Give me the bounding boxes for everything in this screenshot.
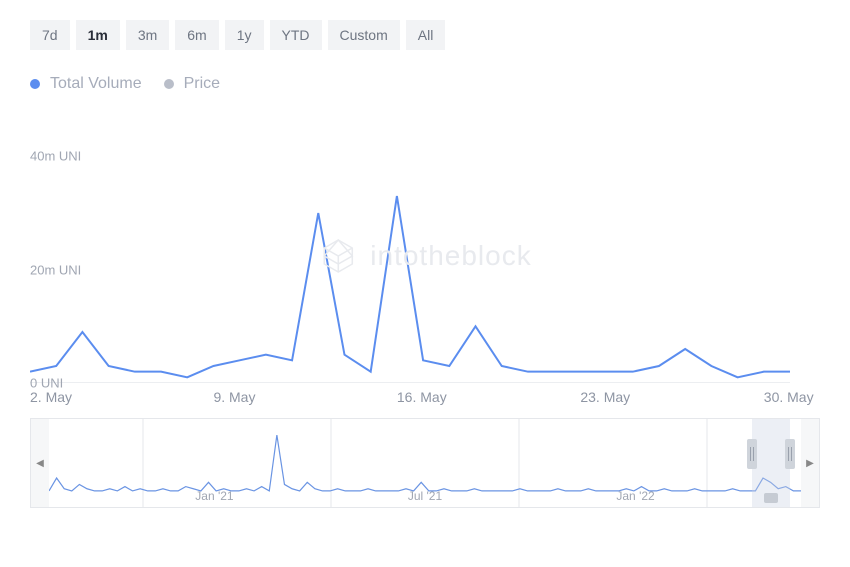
y-axis-label: 40m UNI bbox=[30, 149, 34, 164]
nav-arrow-right[interactable]: ▶ bbox=[801, 419, 819, 507]
navigator-label: Jan '21 bbox=[195, 489, 233, 503]
nav-arrow-left[interactable]: ◀ bbox=[31, 419, 49, 507]
legend-label: Total Volume bbox=[50, 75, 142, 93]
navigator-body[interactable]: Jan '21 Jul '21 Jan '22 bbox=[49, 419, 801, 507]
y-axis-label: 0 UNI bbox=[30, 376, 34, 391]
navigator-label: Jul '21 bbox=[408, 489, 442, 503]
range-btn-1y[interactable]: 1y bbox=[225, 20, 264, 50]
navigator-handle-start[interactable] bbox=[747, 439, 757, 469]
x-axis-label: 16. May bbox=[397, 389, 447, 405]
range-btn-3m[interactable]: 3m bbox=[126, 20, 169, 50]
x-axis-label: 30. May bbox=[764, 389, 814, 405]
range-btn-7d[interactable]: 7d bbox=[30, 20, 70, 50]
range-btn-custom[interactable]: Custom bbox=[328, 20, 400, 50]
legend-item-total-volume[interactable]: Total Volume bbox=[30, 75, 142, 93]
x-axis-label: 23. May bbox=[580, 389, 630, 405]
range-btn-ytd[interactable]: YTD bbox=[270, 20, 322, 50]
navigator-drag-handle-icon[interactable] bbox=[764, 493, 778, 503]
legend-label: Price bbox=[184, 75, 220, 93]
range-btn-all[interactable]: All bbox=[406, 20, 446, 50]
x-axis-label: 2. May bbox=[30, 389, 72, 405]
navigator-handle-end[interactable] bbox=[785, 439, 795, 469]
y-axis-label: 20m UNI bbox=[30, 262, 34, 277]
chart-legend: Total Volume Price bbox=[30, 75, 820, 93]
legend-item-price[interactable]: Price bbox=[164, 75, 220, 93]
main-chart-svg bbox=[30, 128, 790, 383]
main-chart: intotheblock 2. May9. May16. May23. May3… bbox=[30, 128, 820, 383]
time-range-selector: 7d1m3m6m1yYTDCustomAll bbox=[30, 20, 820, 50]
navigator-label: Jan '22 bbox=[616, 489, 654, 503]
legend-dot-icon bbox=[164, 79, 174, 89]
legend-dot-icon bbox=[30, 79, 40, 89]
navigator: ◀ Jan '21 Jul '21 Jan '22 ▶ bbox=[30, 418, 820, 508]
range-btn-6m[interactable]: 6m bbox=[175, 20, 218, 50]
x-axis-label: 9. May bbox=[213, 389, 255, 405]
range-btn-1m[interactable]: 1m bbox=[76, 20, 120, 50]
